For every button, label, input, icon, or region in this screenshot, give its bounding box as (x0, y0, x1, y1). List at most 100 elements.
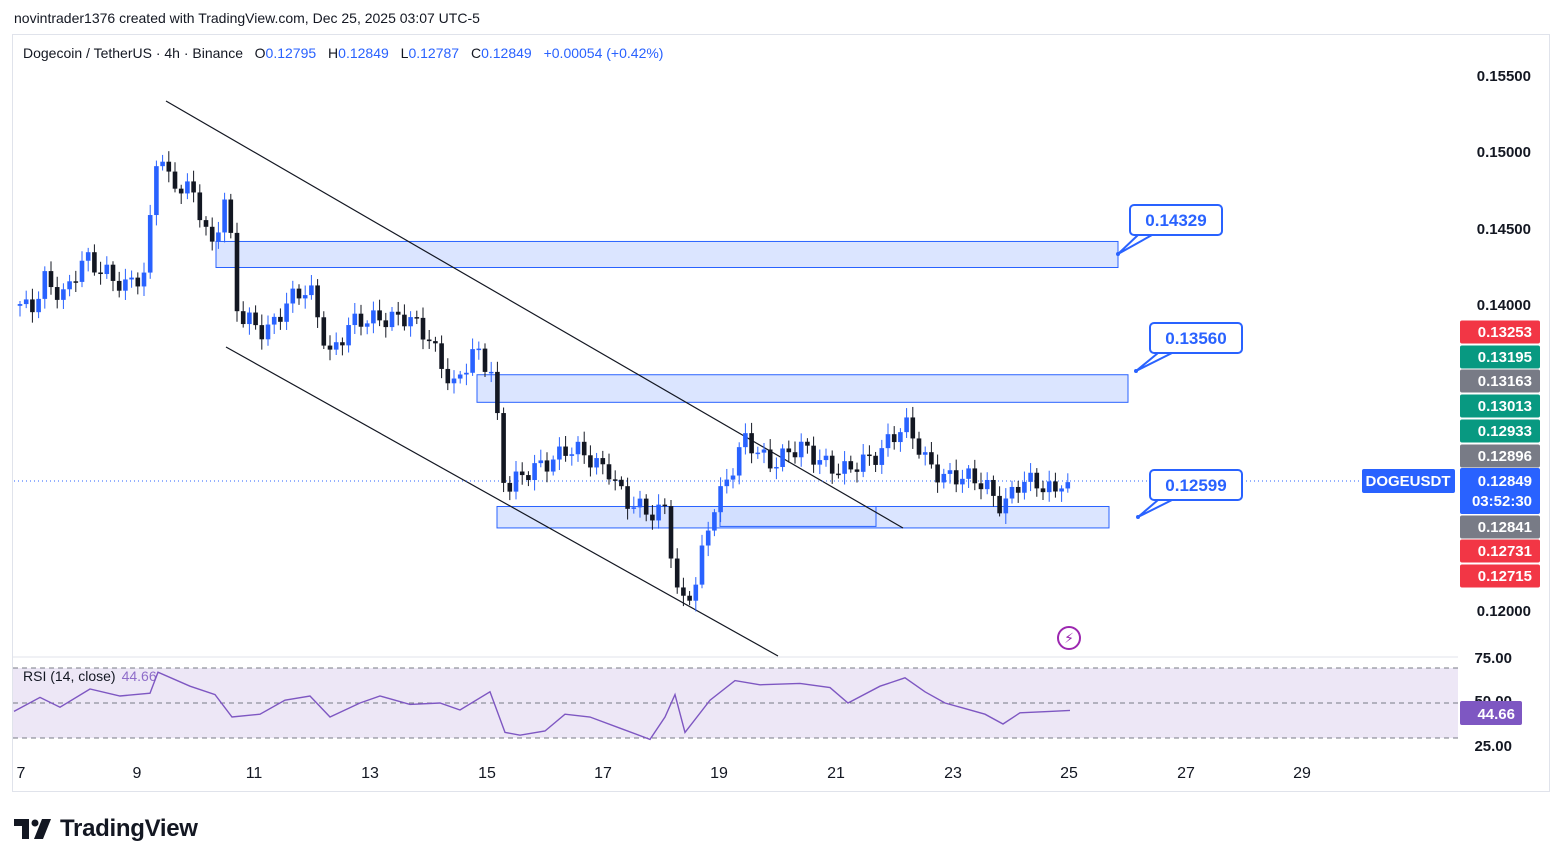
open-label: O (254, 45, 266, 61)
change-value: +0.00054 (+0.42%) (543, 45, 664, 61)
candle-body (693, 584, 699, 601)
candle-body (17, 304, 23, 306)
symbol-tag: DOGEUSDT (1365, 473, 1450, 490)
candle-body (538, 460, 544, 464)
candle-body (972, 468, 978, 484)
candle-body (848, 461, 854, 470)
candle-body (916, 438, 922, 455)
candle-body (191, 181, 196, 193)
candle-body (271, 316, 277, 325)
candle-body (792, 452, 798, 458)
candle-body (947, 470, 953, 474)
candle-body (904, 417, 909, 433)
symbol-line[interactable]: Dogecoin / TetherUS · 4h · Binance (23, 45, 243, 61)
price-tag: 0.12896 (1478, 448, 1532, 465)
rsi-pane (13, 656, 1458, 741)
candle-body (674, 558, 680, 588)
candle-body (1046, 481, 1052, 493)
candle-body (705, 530, 711, 546)
candle-body (557, 446, 562, 460)
candle-body (724, 479, 730, 487)
candle-body (532, 463, 537, 481)
close-value: 0.12849 (481, 45, 532, 61)
close-label: C (470, 45, 482, 61)
candle-body (408, 317, 413, 327)
candle-body (321, 317, 327, 346)
candle-body (774, 466, 779, 469)
price-tag: 0.13163 (1478, 373, 1532, 390)
candle-body (178, 188, 184, 194)
candle-body (439, 343, 444, 369)
candle-body (829, 455, 835, 474)
candle-body (885, 434, 891, 449)
symbol-tag-box (1362, 469, 1455, 493)
price-axis: 0.15500 0.15000 0.14500 0.14000 0.12000 0.132… (1362, 68, 1540, 755)
candle-body (631, 507, 637, 509)
rsi-label[interactable]: RSI (14, close) (23, 668, 116, 684)
candle-body (519, 471, 525, 476)
candle-body (991, 479, 996, 496)
rsi-legend[interactable]: RSI (14, close) 44.66 (23, 668, 157, 684)
candle-body (92, 252, 97, 273)
candle-body (606, 464, 612, 480)
candle-body (550, 459, 556, 472)
candle-body (953, 470, 959, 485)
candle-body (426, 339, 432, 342)
candle-body (67, 281, 72, 290)
candle-body (643, 498, 649, 515)
candle-body (1034, 472, 1040, 489)
high-value: 0.12849 (338, 45, 389, 61)
price-tick: 0.12000 (1477, 603, 1531, 620)
candle-body (730, 475, 736, 480)
candle-body (402, 314, 407, 327)
time-label: 17 (594, 765, 612, 782)
candle-body (240, 311, 246, 325)
price-tag: 0.12731 (1478, 543, 1532, 560)
candle-body (767, 449, 773, 469)
candle-body (935, 464, 940, 483)
time-label: 25 (1060, 765, 1078, 782)
candle-body (513, 471, 519, 492)
candle-body (1040, 488, 1046, 493)
rsi-value: 44.66 (121, 668, 157, 684)
candle-body (823, 455, 829, 461)
candle-body (377, 310, 382, 321)
candle-body (327, 345, 333, 350)
candle-body (984, 479, 990, 490)
candle-body (922, 452, 928, 455)
price-tick: 0.15000 (1477, 144, 1531, 161)
chart-frame[interactable] (12, 34, 1550, 792)
candle-body (185, 181, 190, 194)
last-price: 0.12849 (1478, 473, 1532, 490)
price-tag: 0.13013 (1478, 398, 1532, 415)
candle-body (54, 287, 60, 300)
callout-box (1149, 322, 1243, 354)
callout-pointer (1137, 499, 1173, 518)
time-label: 27 (1177, 765, 1195, 782)
candle-body (284, 303, 289, 322)
time-label: 13 (361, 765, 379, 782)
candle-body (811, 445, 816, 465)
price-tag: 0.13253 (1478, 324, 1532, 341)
high-label: H (328, 45, 339, 61)
candle-body (588, 455, 593, 468)
candle-body (879, 448, 885, 465)
candle-body (929, 452, 934, 465)
candle-body (966, 468, 971, 479)
time-label: 29 (1293, 765, 1311, 782)
lightning-icon[interactable]: ⚡ (1057, 626, 1081, 650)
candle-body (364, 323, 370, 327)
candlesticks (17, 151, 1071, 612)
ohlc-legend[interactable]: Dogecoin / TetherUS · 4h · Binance O 0.12… (23, 45, 671, 61)
candle-body (978, 483, 984, 490)
candle-body (718, 486, 723, 513)
candle-body (854, 469, 860, 472)
candle-body (296, 288, 302, 299)
price-tick: 0.15500 (1477, 68, 1531, 85)
price-tag-box (1460, 444, 1540, 468)
candle-body (129, 277, 134, 280)
zone-3 (719, 505, 877, 527)
candle-body (36, 298, 41, 313)
callout-box (1129, 204, 1223, 236)
